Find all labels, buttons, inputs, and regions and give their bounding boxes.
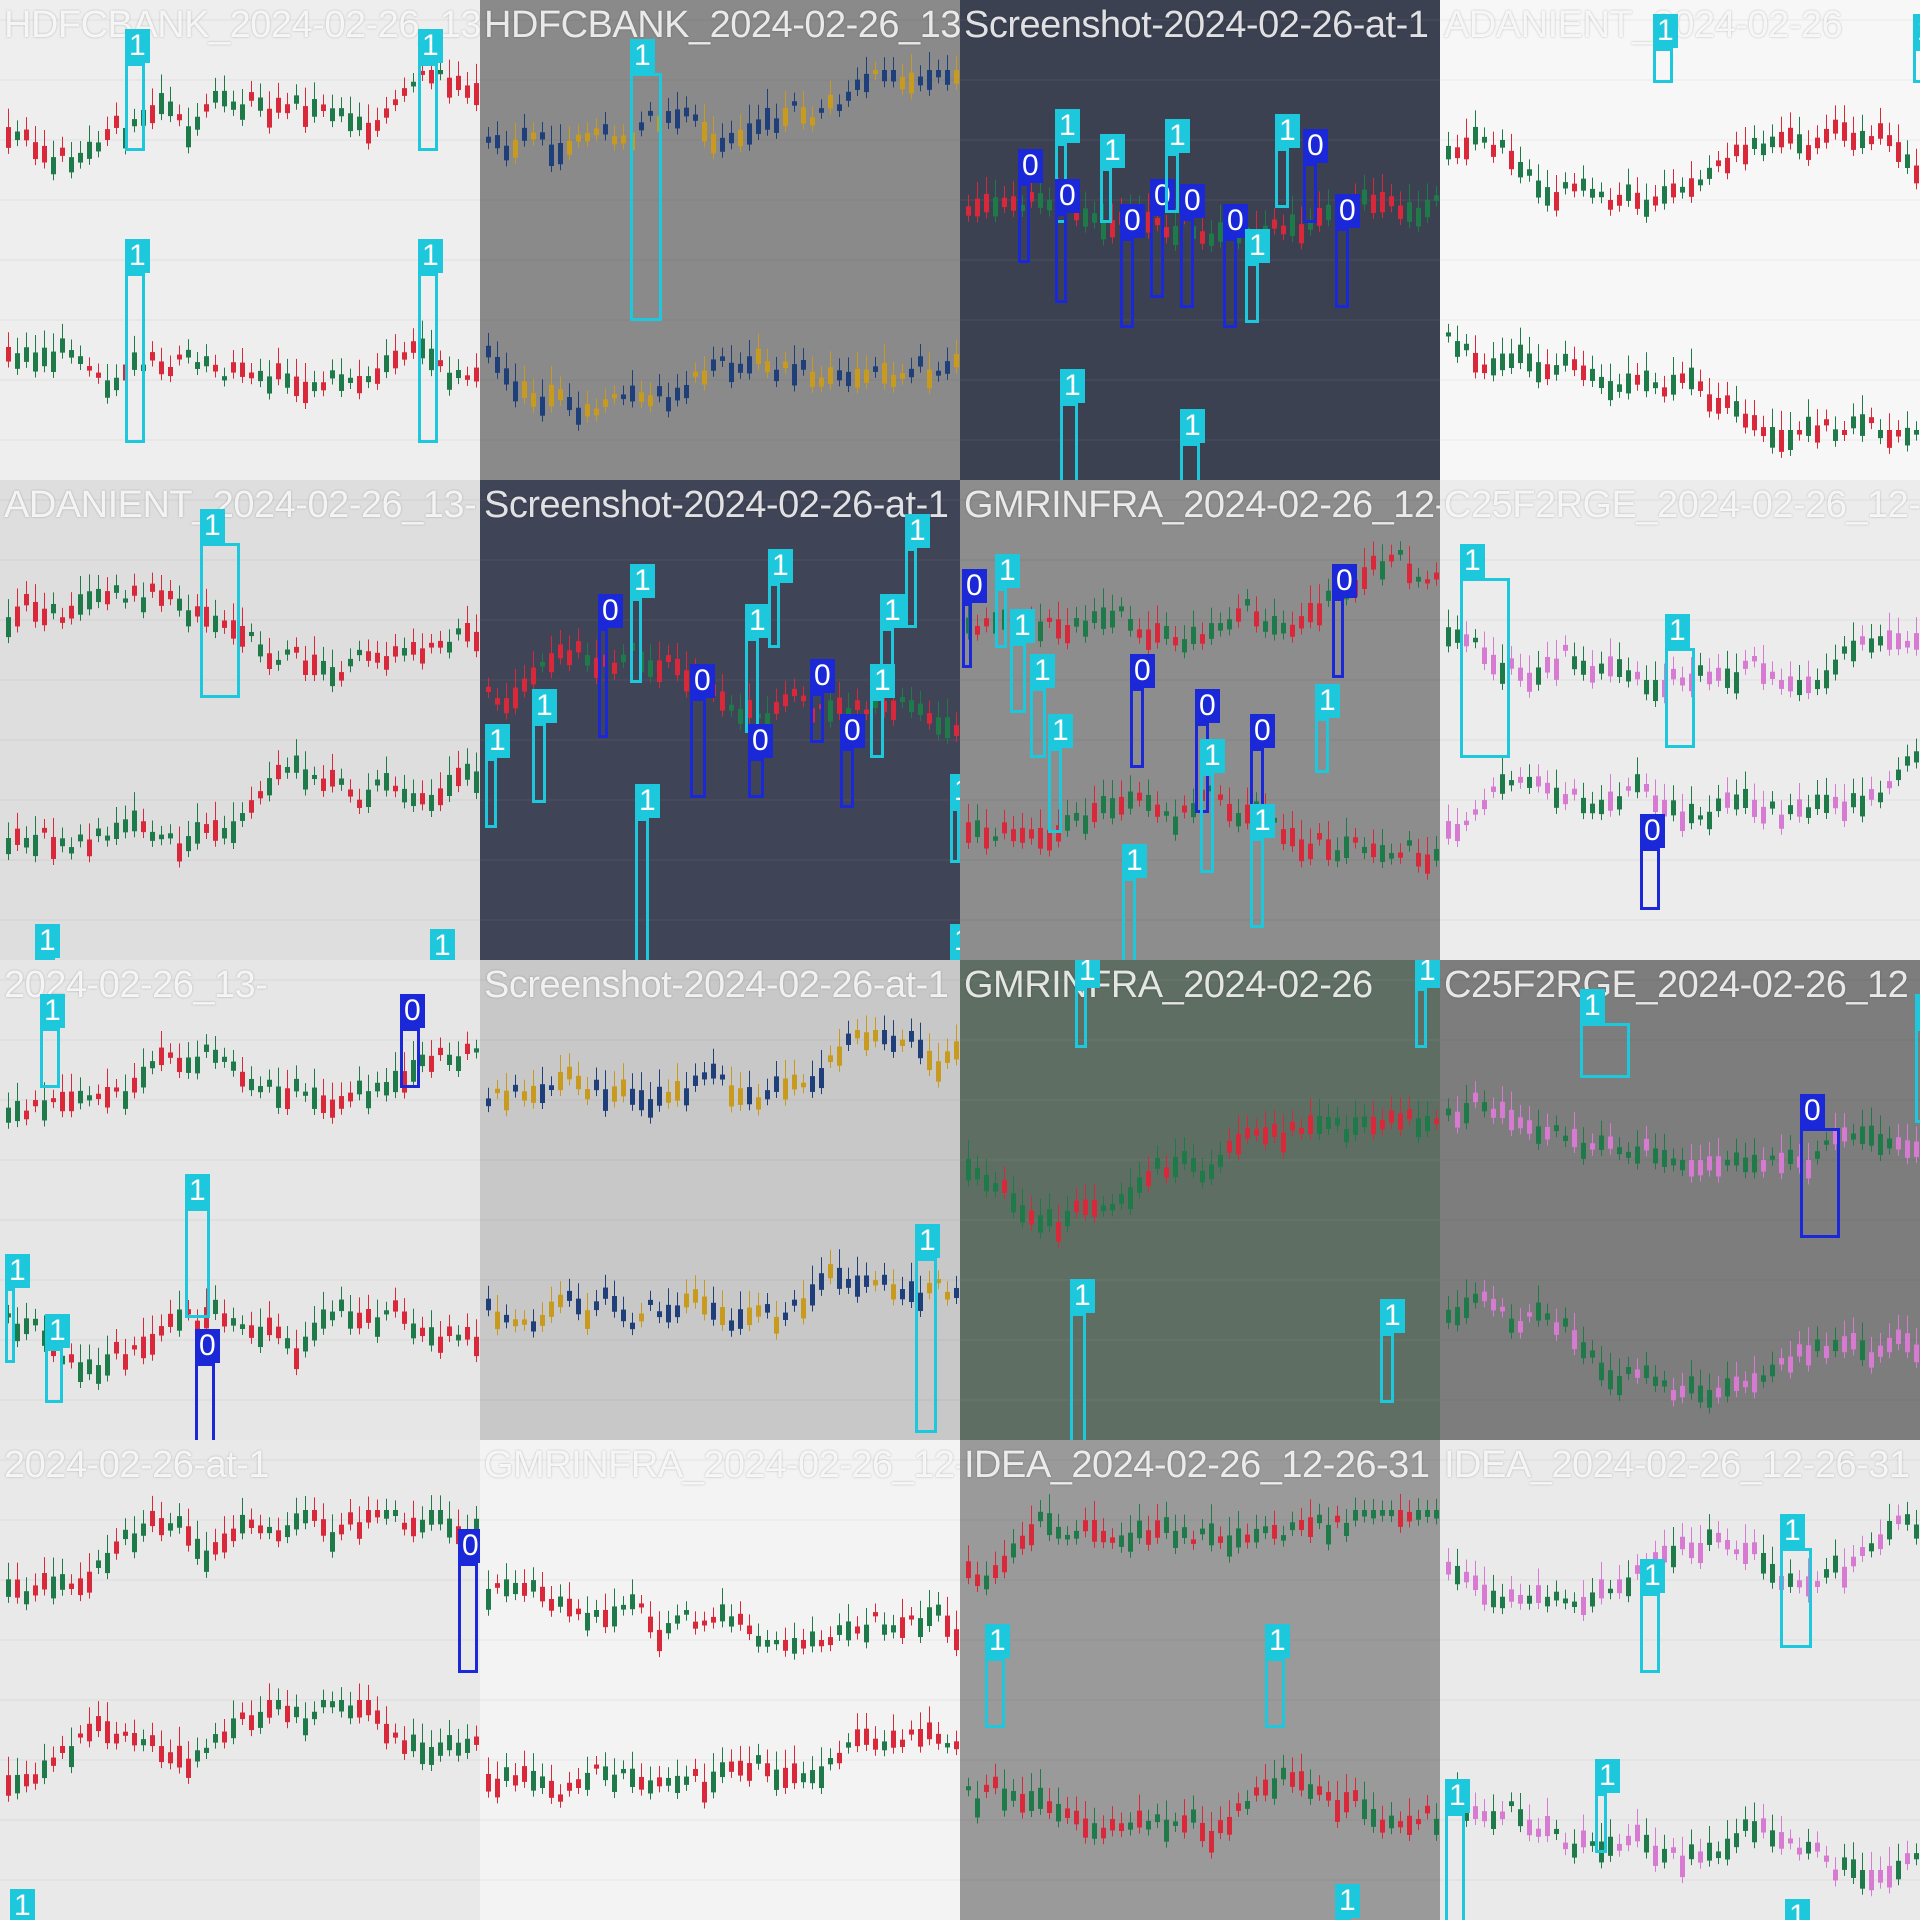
mosaic-tile: 2024-02-26-at-1 0 1 — [0, 1440, 480, 1920]
candlestick-chart-image — [480, 19, 960, 441]
candlestick-chart-image — [480, 499, 960, 921]
mosaic-tile: HDFCBANK_2024-02-26_13- 1 1 1 1 — [0, 0, 480, 480]
candlestick-chart-image — [0, 1459, 480, 1881]
candlestick-chart-image — [0, 979, 480, 1401]
mosaic-tile: IDEA_2024-02-26_12-26-31 1 1 1 — [960, 1440, 1440, 1920]
candlestick-chart-image — [960, 499, 1440, 921]
candlestick-chart-image — [960, 979, 1440, 1401]
mosaic-tile: IDEA_2024-02-26_12-26-31110111 — [1440, 1440, 1920, 1920]
mosaic-tile: 2024-02-26_13- 1 0 1 0 1 1 — [0, 960, 480, 1440]
mosaic-tile: GMRINFRA_2024-02-26_12- — [480, 1440, 960, 1920]
mosaic-tile: Screenshot-2024-02-26-at-1 1 0 1 0 0 1 0 0 0 1 0 0 1 1… — [960, 0, 1440, 480]
mosaic-tile: C25F2RGE_2024-02-26_12101 — [1440, 960, 1920, 1440]
candlestick-chart-image — [480, 1459, 960, 1881]
mosaic-tile: ADANIENT_2024-02-26_13- 1 1 1 — [0, 480, 480, 960]
candlestick-chart-image — [1440, 499, 1920, 921]
mosaic-tile: Screenshot-2024-02-26-at-101111001100101… — [480, 480, 960, 960]
mosaic-tile: GMRINFRA_2024-02-26_12- 0 1 1 1 1 0 1 0 1 0 1 1 0 — [960, 480, 1440, 960]
mosaic-tile: GMRINFRA_2024-02-26 1 1 1 1 — [960, 960, 1440, 1440]
candlestick-chart-image — [1440, 979, 1920, 1414]
candlestick-chart-image — [960, 19, 1440, 441]
mosaic-tile: C25F2RGE_2024-02-26_12- 1 1 0 — [1440, 480, 1920, 960]
candlestick-chart-image — [0, 499, 480, 921]
candlestick-chart-image — [480, 979, 960, 1401]
candlestick-chart-image — [960, 1459, 1440, 1881]
mosaic-tile: Screenshot-2024-02-26-at-1 1 — [480, 960, 960, 1440]
mosaic-tile: HDFCBANK_2024-02-26_13-22-111 — [480, 0, 960, 480]
candlestick-chart-image — [0, 19, 480, 441]
candlestick-chart-image — [1440, 1459, 1920, 1897]
candlestick-chart-image — [1440, 19, 1920, 458]
